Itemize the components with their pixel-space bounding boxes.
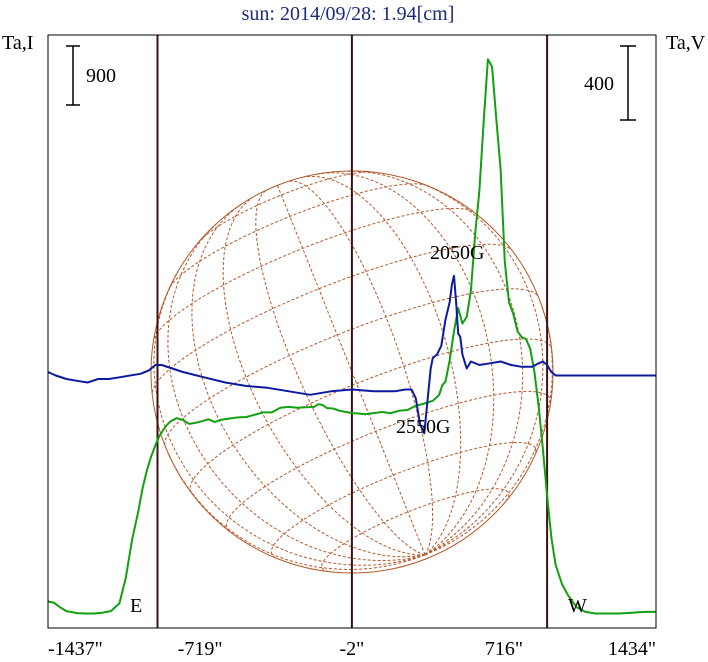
- annotation-label: 2050G: [430, 242, 484, 264]
- latitude-line: [189, 338, 553, 493]
- longitude-line: [347, 170, 524, 556]
- x-tick-labels: -1437" -719" -2" 716" 1434": [48, 638, 656, 660]
- longitude-line: [424, 303, 553, 556]
- right-scale-label: 400: [584, 73, 614, 95]
- left-scale-label: 900: [86, 65, 116, 87]
- annotation-layer: 2050G 2550G E W: [130, 242, 587, 617]
- solar-disk-grid: [150, 170, 554, 574]
- right-axis-label: Ta,V: [666, 32, 706, 54]
- chart-title: sun: 2014/09/28: 1.94[cm]: [242, 3, 455, 25]
- right-scale-bar: [620, 45, 636, 121]
- disk-coordinate-grid: [151, 170, 553, 573]
- left-scale-bar: [66, 45, 80, 106]
- longitude-line: [255, 189, 426, 556]
- series-layer: [47, 58, 656, 615]
- x-tick-label: -719": [178, 638, 223, 660]
- intensity-series-line: [47, 58, 656, 615]
- longitude-line: [287, 180, 434, 556]
- latitude-line: [153, 207, 473, 339]
- longitude-line: [191, 202, 426, 558]
- longitude-line: [167, 452, 426, 570]
- longitude-line: [153, 271, 426, 566]
- left-axis-label: Ta,I: [2, 32, 33, 54]
- longitude-line: [315, 172, 495, 556]
- plot-frame: [47, 34, 657, 629]
- latitude-line: [225, 390, 552, 532]
- latitude-line: [199, 171, 373, 242]
- limb-label-e: E: [130, 595, 142, 617]
- x-tick-label: -1437": [48, 638, 103, 660]
- latitude-line: [270, 441, 537, 559]
- annotation-label: 2550G: [396, 416, 450, 438]
- x-tick-label: 716": [485, 638, 523, 660]
- latitude-line: [164, 288, 539, 446]
- x-tick-label: 1434": [608, 638, 656, 660]
- latitude-line: [169, 183, 427, 288]
- x-tick-label: -2": [339, 638, 364, 660]
- latitude-line: [321, 488, 510, 573]
- longitude-line: [222, 197, 426, 556]
- longitude-line: [303, 175, 462, 556]
- longitude-line: [276, 185, 426, 556]
- limb-label-w: W: [568, 595, 587, 617]
- longitude-line: [167, 223, 426, 561]
- polarization-series-line: [47, 274, 656, 435]
- limb-lines: [156, 35, 549, 628]
